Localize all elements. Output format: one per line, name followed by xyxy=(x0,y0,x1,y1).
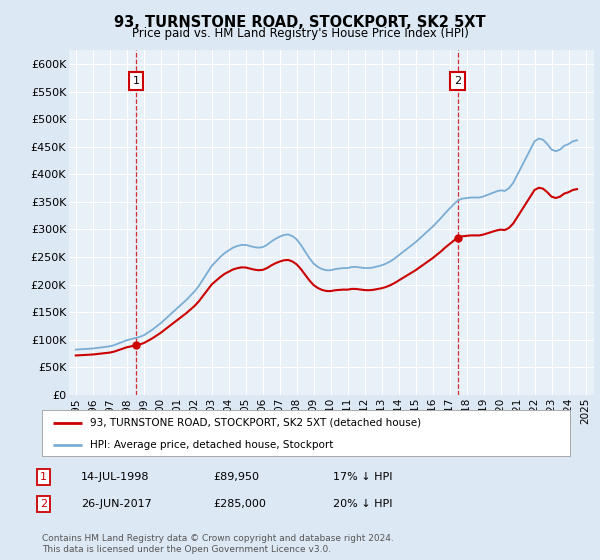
Text: Contains HM Land Registry data © Crown copyright and database right 2024.
This d: Contains HM Land Registry data © Crown c… xyxy=(42,534,394,554)
Text: 17% ↓ HPI: 17% ↓ HPI xyxy=(333,472,392,482)
Text: 26-JUN-2017: 26-JUN-2017 xyxy=(81,499,152,509)
Text: 1: 1 xyxy=(133,76,139,86)
Text: £89,950: £89,950 xyxy=(213,472,259,482)
Text: £285,000: £285,000 xyxy=(213,499,266,509)
Text: 93, TURNSTONE ROAD, STOCKPORT, SK2 5XT: 93, TURNSTONE ROAD, STOCKPORT, SK2 5XT xyxy=(114,15,486,30)
Text: 14-JUL-1998: 14-JUL-1998 xyxy=(81,472,149,482)
Text: 2: 2 xyxy=(454,76,461,86)
Text: 1: 1 xyxy=(40,472,47,482)
Text: Price paid vs. HM Land Registry's House Price Index (HPI): Price paid vs. HM Land Registry's House … xyxy=(131,27,469,40)
Text: HPI: Average price, detached house, Stockport: HPI: Average price, detached house, Stoc… xyxy=(89,440,333,450)
Text: 2: 2 xyxy=(40,499,47,509)
Text: 20% ↓ HPI: 20% ↓ HPI xyxy=(333,499,392,509)
Text: 93, TURNSTONE ROAD, STOCKPORT, SK2 5XT (detached house): 93, TURNSTONE ROAD, STOCKPORT, SK2 5XT (… xyxy=(89,418,421,428)
